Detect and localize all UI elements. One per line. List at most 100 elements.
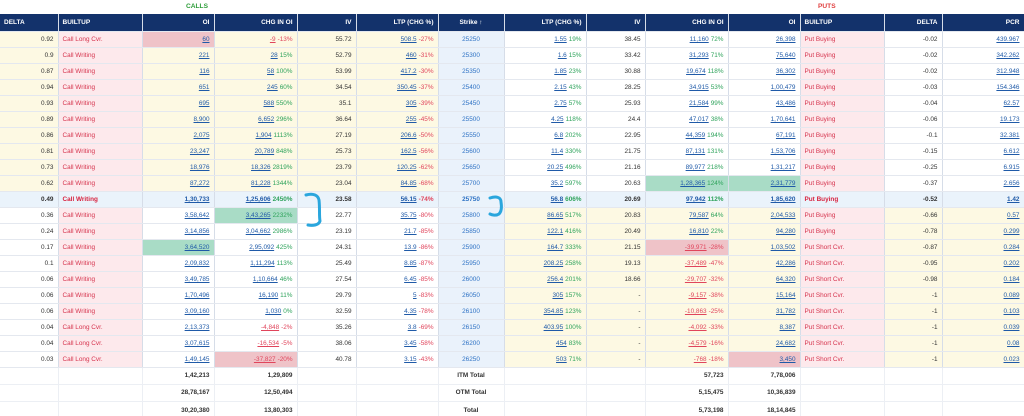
put-ltp-value[interactable]: 256.4 <box>547 275 564 283</box>
c_oi-value[interactable]: 60 <box>202 35 210 43</box>
call-chg-oi-value[interactable]: 28 <box>270 51 278 59</box>
put-ltp-value[interactable]: 122.1 <box>547 227 564 235</box>
call-chg-oi-value[interactable]: 20,789 <box>254 147 275 155</box>
put-chg-oi-value[interactable]: -9,157 <box>688 291 707 299</box>
pcr-value[interactable]: 0.202 <box>1003 259 1020 267</box>
strike-price[interactable]: 25450 <box>438 95 505 112</box>
table-row[interactable]: 0.04 Call Long Cvr. 3,07,615 -16,534 -5% … <box>0 335 1024 352</box>
table-row[interactable]: 0.06 Call Writing 3,09,160 1,030 0% 32.59… <box>0 303 1024 320</box>
put-oi-value[interactable]: 3,450 <box>779 355 796 363</box>
table-row[interactable]: 0.94 Call Writing 651 245 60% 34.54 350.4… <box>0 79 1024 96</box>
put-chg-oi-value[interactable]: 44,359 <box>685 131 706 139</box>
call-chg-oi-value[interactable]: 81,228 <box>251 179 271 187</box>
table-row[interactable]: 0.06 Call Writing 3,49,785 1,10,664 46% 2… <box>0 271 1024 288</box>
call-chg-oi-value[interactable]: 1,25,606 <box>245 195 271 203</box>
pcr-value[interactable]: 342.262 <box>996 51 1020 59</box>
put-chg-oi-value[interactable]: 1,28,365 <box>680 179 706 187</box>
c_oi-value[interactable]: 3,14,856 <box>184 227 210 235</box>
put-oi-value[interactable]: 8,387 <box>779 323 796 331</box>
put-ltp-value[interactable]: 20.25 <box>547 163 564 171</box>
put-ltp-value[interactable]: 164.7 <box>547 243 564 251</box>
put-oi-value[interactable]: 43,486 <box>775 99 796 107</box>
call-ltp-value[interactable]: 21.7 <box>404 227 417 235</box>
c_oi-value[interactable]: 3,09,160 <box>184 307 210 315</box>
pcr-value[interactable]: 0.08 <box>1007 339 1020 347</box>
call-chg-oi-value[interactable]: 2,95,092 <box>249 243 275 251</box>
c_oi-value[interactable]: 695 <box>198 99 210 107</box>
put-chg-oi-value[interactable]: 11,160 <box>689 35 709 43</box>
pcr-value[interactable]: 2.656 <box>1003 179 1020 187</box>
put-chg-oi-value[interactable]: 79,587 <box>689 211 709 219</box>
pcr-value[interactable]: 32.381 <box>999 131 1020 139</box>
c_oi-value[interactable]: 3,64,520 <box>184 243 210 251</box>
put-ltp-value[interactable]: 11.4 <box>551 147 564 155</box>
col-header-call-iv[interactable]: IV <box>297 14 357 32</box>
put-ltp-value[interactable]: 208.25 <box>543 259 564 267</box>
table-row[interactable]: 0.89 Call Writing 8,900 6,652 296% 36.64 … <box>0 111 1024 128</box>
put-oi-value[interactable]: 24,682 <box>775 339 796 347</box>
strike-price[interactable]: 25300 <box>438 47 505 64</box>
call-ltp-value[interactable]: 162.5 <box>400 147 417 155</box>
col-header-put-oi[interactable]: OI <box>728 14 801 32</box>
col-header-pcr[interactable]: PCR <box>942 14 1024 32</box>
put-ltp-value[interactable]: 503 <box>556 355 567 363</box>
call-ltp-value[interactable]: 120.25 <box>397 163 417 171</box>
put-chg-oi-value[interactable]: -4,579 <box>688 339 707 347</box>
pcr-value[interactable]: 1.42 <box>1007 195 1020 203</box>
call-chg-oi-value[interactable]: 245 <box>267 83 278 91</box>
put-chg-oi-value[interactable]: 89,977 <box>685 163 706 171</box>
strike-price[interactable]: 25250 <box>438 31 505 48</box>
put-chg-oi-value[interactable]: 19,674 <box>686 67 706 75</box>
table-row[interactable]: 0.17 Call Writing 3,64,520 2,95,092 425% … <box>0 239 1024 256</box>
c_oi-value[interactable]: 3,49,785 <box>184 275 210 283</box>
put-oi-value[interactable]: 94,280 <box>775 227 796 235</box>
call-chg-oi-value[interactable]: 1,030 <box>265 307 282 315</box>
call-ltp-value[interactable]: 35.75 <box>400 211 417 219</box>
call-chg-oi-value[interactable]: -4,848 <box>261 323 280 331</box>
call-ltp-value[interactable]: 6.45 <box>404 275 417 283</box>
call-chg-oi-value[interactable]: 3,43,265 <box>245 211 271 219</box>
call-ltp-value[interactable]: 460 <box>405 51 417 59</box>
call-chg-oi-value[interactable]: 1,904 <box>255 131 272 139</box>
put-chg-oi-value[interactable]: 97,942 <box>685 195 706 203</box>
put-oi-value[interactable]: 31,782 <box>775 307 796 315</box>
call-ltp-value[interactable]: 3.15 <box>404 355 417 363</box>
put-oi-value[interactable]: 2,04,533 <box>770 211 796 219</box>
table-row[interactable]: 0.81 Call Writing 23,247 20,789 848% 25.7… <box>0 143 1024 160</box>
pcr-value[interactable]: 0.57 <box>1007 211 1020 219</box>
call-ltp-value[interactable]: 255 <box>405 115 417 123</box>
col-header-put-iv[interactable]: IV <box>586 14 646 32</box>
c_oi-value[interactable]: 2,09,832 <box>184 259 210 267</box>
put-chg-oi-value[interactable]: -768 <box>693 355 707 363</box>
put-chg-oi-value[interactable]: 34,915 <box>689 83 709 91</box>
put-oi-value[interactable]: 64,320 <box>775 275 796 283</box>
call-ltp-value[interactable]: 13.9 <box>404 243 417 251</box>
put-oi-value[interactable]: 1,70,641 <box>770 115 796 123</box>
put-oi-value[interactable]: 1,31,217 <box>770 163 796 171</box>
strike-price[interactable]: 26150 <box>438 319 505 336</box>
pcr-value[interactable]: 312.948 <box>996 67 1020 75</box>
strike-price[interactable]: 25350 <box>438 63 505 80</box>
col-header-put-builtup[interactable]: BUILTUP <box>800 14 885 32</box>
strike-price[interactable]: 25800 <box>438 207 505 224</box>
pcr-value[interactable]: 0.023 <box>1003 355 1020 363</box>
call-ltp-value[interactable]: 206.6 <box>400 131 417 139</box>
put-chg-oi-value[interactable]: -10,863 <box>684 307 707 315</box>
table-row[interactable]: 0.36 Call Writing 3,58,642 3,43,265 2232%… <box>0 207 1024 224</box>
put-ltp-value[interactable]: 403.95 <box>543 323 564 331</box>
strike-price[interactable]: 26100 <box>438 303 505 320</box>
table-row[interactable]: 0.49 Call Writing 1,30,733 1,25,606 2450%… <box>0 191 1024 208</box>
put-ltp-value[interactable]: 1.55 <box>554 35 567 43</box>
table-row[interactable]: 0.93 Call Writing 695 588 550% 35.1 305 -3… <box>0 95 1024 112</box>
pcr-value[interactable]: 6.915 <box>1003 163 1020 171</box>
pcr-value[interactable]: 62.57 <box>1003 99 1020 107</box>
c_oi-value[interactable]: 8,900 <box>193 115 210 123</box>
pcr-value[interactable]: 439.967 <box>996 35 1020 43</box>
c_oi-value[interactable]: 3,07,615 <box>184 339 210 347</box>
put-oi-value[interactable]: 15,164 <box>775 291 796 299</box>
table-row[interactable]: 0.03 Call Long Cvr. 1,49,145 -37,827 -20%… <box>0 351 1024 368</box>
call-ltp-value[interactable]: 305 <box>405 99 417 107</box>
put-chg-oi-value[interactable]: 87,131 <box>685 147 706 155</box>
strike-price[interactable]: 25500 <box>438 111 505 128</box>
call-ltp-value[interactable]: 350.45 <box>397 83 417 91</box>
